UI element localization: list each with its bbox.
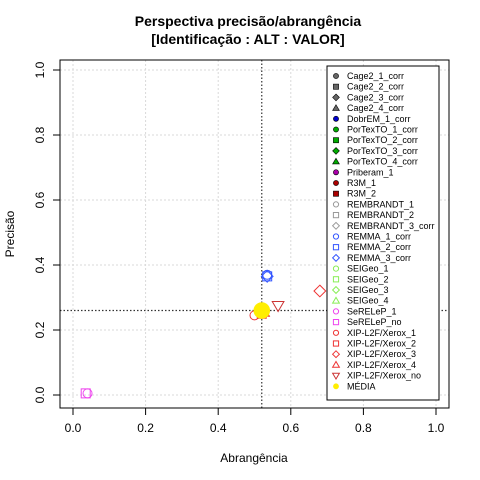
legend-label-15: REMMA_1_corr bbox=[347, 232, 411, 242]
legend-label-27: XIP-L2F/Xerox_4 bbox=[347, 360, 416, 370]
y-tick-label-2: 0.4 bbox=[33, 256, 47, 273]
legend-symbol-13 bbox=[332, 212, 340, 219]
legend-symbol-11 bbox=[333, 190, 339, 197]
legend-symbol-15 bbox=[332, 233, 340, 240]
legend-symbol-20 bbox=[331, 285, 341, 295]
chart-subtitle: [Identificação : ALT : VALOR] bbox=[151, 31, 344, 47]
legend-symbol-1 bbox=[333, 83, 339, 90]
plot-border bbox=[59, 59, 450, 409]
legend-symbol-7 bbox=[332, 147, 340, 155]
legend-symbol-19 bbox=[332, 276, 340, 283]
legend-label-16: REMMA_2_corr bbox=[347, 242, 411, 252]
legend-symbol-14 bbox=[331, 221, 341, 230]
legend-symbol-0 bbox=[333, 73, 339, 79]
legend-symbol-5 bbox=[333, 126, 339, 133]
legend-label-14: REMBRANDT_3_corr bbox=[347, 221, 435, 231]
point-remma-2-corr-0 bbox=[262, 271, 273, 282]
point-xip-l2f-xerox-no-0 bbox=[271, 301, 285, 313]
legend-symbol-22 bbox=[332, 308, 340, 315]
legend-label-26: XIP-L2F/Xerox_3 bbox=[347, 349, 416, 359]
legend-symbol-25 bbox=[332, 340, 340, 347]
x-tick-label-2: 0.4 bbox=[210, 421, 227, 435]
legend-symbol-18 bbox=[332, 265, 340, 272]
legend-label-20: SEIGeo_3 bbox=[347, 285, 389, 295]
legend-label-22: SeRELeP_1 bbox=[347, 306, 397, 316]
legend-label-29: MÉDIA bbox=[347, 381, 376, 391]
legend-symbol-24 bbox=[332, 329, 340, 336]
legend-label-8: PorTexTO_4_corr bbox=[347, 157, 418, 167]
point-m-dia-0 bbox=[253, 302, 271, 319]
legend-label-9: Priberam_1 bbox=[347, 167, 394, 177]
legend-symbol-28 bbox=[331, 372, 341, 380]
x-tick-label-5: 1.0 bbox=[428, 421, 445, 435]
legend-label-19: SEIGeo_2 bbox=[347, 274, 389, 284]
legend-symbol-26 bbox=[331, 350, 341, 359]
point-serelep-no-0 bbox=[80, 388, 91, 399]
y-axis-ticks: 0.0 0.2 0.4 0.6 0.8 1.0 bbox=[33, 61, 60, 403]
legend-label-1: Cage2_2_corr bbox=[347, 82, 404, 92]
legend-symbol-6 bbox=[333, 137, 339, 144]
legend-label-5: PorTexTO_1_corr bbox=[347, 125, 418, 135]
legend-label-28: XIP-L2F/Xerox_no bbox=[347, 371, 421, 381]
legend-label-24: XIP-L2F/Xerox_1 bbox=[347, 328, 416, 338]
legend-label-23: SeRELeP_no bbox=[347, 317, 402, 327]
x-tick-label-3: 0.6 bbox=[282, 421, 299, 435]
legend-symbol-29 bbox=[333, 383, 339, 390]
legend: Cage2_1_corrCage2_2_corrCage2_3_corrCage… bbox=[326, 65, 440, 401]
legend-label-13: REMBRANDT_2 bbox=[347, 210, 414, 220]
legend-label-11: R3M_2 bbox=[347, 189, 376, 199]
x-tick-label-0: 0.0 bbox=[65, 421, 82, 435]
data-points bbox=[80, 260, 347, 399]
legend-symbol-16 bbox=[332, 244, 340, 251]
chart-title: Perspectiva precisão/abrangência bbox=[135, 13, 362, 29]
legend-symbol-9 bbox=[333, 169, 339, 176]
legend-symbol-10 bbox=[333, 180, 339, 186]
legend-label-6: PorTexTO_2_corr bbox=[347, 135, 418, 145]
legend-symbol-8 bbox=[332, 157, 340, 165]
legend-label-12: REMBRANDT_1 bbox=[347, 199, 414, 209]
legend-symbol-3 bbox=[332, 104, 340, 111]
legend-label-0: Cage2_1_corr bbox=[347, 71, 404, 81]
legend-label-18: SEIGeo_1 bbox=[347, 264, 389, 274]
legend-symbol-23 bbox=[332, 319, 340, 326]
legend-symbol-27 bbox=[331, 360, 341, 368]
legend-label-17: REMMA_3_corr bbox=[347, 253, 411, 263]
legend-label-4: DobrEM_1_corr bbox=[347, 114, 411, 124]
legend-label-7: PorTexTO_3_corr bbox=[347, 146, 418, 156]
legend-symbol-2 bbox=[332, 93, 340, 102]
legend-box bbox=[326, 65, 440, 401]
x-tick-label-1: 0.2 bbox=[137, 421, 154, 435]
y-axis-label: Precisão bbox=[3, 210, 17, 257]
x-axis-ticks: 0.0 0.2 0.4 0.6 0.8 1.0 bbox=[65, 408, 445, 435]
legend-symbol-17 bbox=[331, 253, 341, 262]
point-remma-3-corr-0 bbox=[260, 269, 274, 283]
legend-label-3: Cage2_4_corr bbox=[347, 103, 404, 113]
point-xip-l2f-xerox-3-0 bbox=[313, 284, 327, 298]
x-tick-label-4: 0.8 bbox=[355, 421, 372, 435]
legend-label-10: R3M_1 bbox=[347, 178, 376, 188]
y-tick-label-4: 0.8 bbox=[33, 126, 47, 143]
x-axis-label: Abrangência bbox=[220, 451, 288, 465]
y-tick-label-1: 0.2 bbox=[33, 321, 47, 338]
legend-label-25: XIP-L2F/Xerox_2 bbox=[347, 339, 416, 349]
legend-label-2: Cage2_3_corr bbox=[347, 92, 404, 102]
legend-symbol-4 bbox=[333, 115, 339, 122]
legend-symbol-12 bbox=[332, 201, 340, 208]
y-tick-label-0: 0.0 bbox=[33, 386, 47, 403]
legend-symbol-21 bbox=[331, 296, 341, 304]
y-tick-label-3: 0.6 bbox=[33, 191, 47, 208]
y-tick-label-5: 1.0 bbox=[33, 61, 47, 78]
legend-label-21: SEIGeo_4 bbox=[347, 296, 389, 306]
